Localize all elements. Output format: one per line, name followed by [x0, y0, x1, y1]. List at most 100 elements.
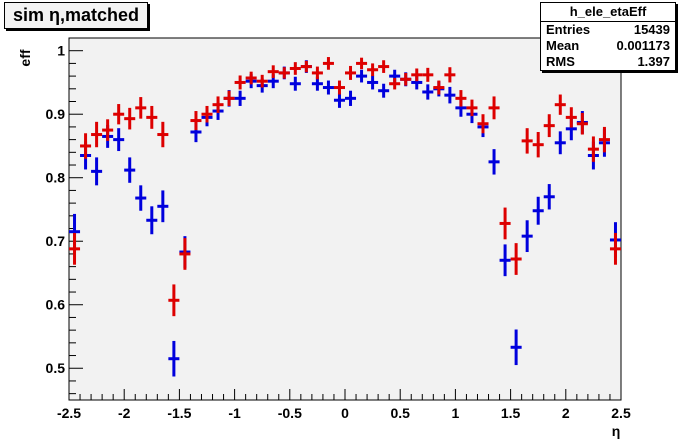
data-point: [565, 107, 577, 128]
data-point: [201, 105, 213, 123]
data-point: [91, 121, 103, 148]
x-tick-label: -2.5: [57, 405, 81, 421]
stats-histogram-name: h_ele_etaEff: [541, 3, 675, 22]
y-axis: 0.5 0.6 0.7 0.8 0.9 1: [46, 37, 83, 395]
data-point: [598, 126, 610, 153]
data-point: [300, 60, 312, 73]
data-point: [532, 196, 544, 225]
data-point: [124, 107, 136, 130]
data-point: [378, 60, 390, 73]
data-point: [190, 111, 202, 131]
data-point: [113, 104, 125, 125]
x-tick-label: 0: [341, 405, 349, 421]
data-point: [256, 74, 268, 88]
y-tick-label: 1: [57, 43, 65, 59]
data-point: [554, 131, 566, 155]
data-point: [609, 232, 621, 265]
data-point: [146, 105, 158, 129]
stats-label: Entries: [546, 22, 591, 37]
stats-row-mean: Mean 0.001173: [541, 38, 675, 54]
data-point: [444, 67, 456, 83]
series-red: [69, 57, 621, 317]
data-point: [278, 67, 290, 79]
stats-value: 0.001173: [616, 38, 670, 53]
data-point: [587, 136, 599, 162]
x-tick-label: 2.5: [611, 405, 631, 421]
data-point: [135, 185, 147, 211]
data-point: [157, 121, 169, 148]
data-point: [532, 131, 544, 158]
data-point: [521, 220, 533, 253]
data-point: [333, 92, 345, 108]
data-point: [510, 329, 522, 366]
data-point: [113, 128, 125, 152]
data-point: [311, 66, 323, 80]
data-point: [91, 157, 103, 186]
x-tick-label: -2: [118, 405, 131, 421]
data-point: [179, 238, 191, 270]
x-axis-title: η: [612, 423, 621, 439]
y-axis-title: eff: [17, 49, 33, 66]
x-tick-label: -0.5: [278, 405, 302, 421]
data-point: [378, 83, 390, 98]
data-point: [499, 207, 511, 240]
stats-label: RMS: [546, 54, 575, 69]
stats-box: h_ele_etaEff Entries 15439 Mean 0.001173…: [540, 2, 676, 71]
data-point: [367, 63, 379, 77]
stats-row-rms: RMS 1.397: [541, 54, 675, 70]
data-point: [135, 97, 147, 119]
data-point: [477, 114, 489, 134]
x-axis: -2.5 -2 -1.5 -1 -0.5 0 0.5 1 1.5 2 2.5: [57, 389, 631, 421]
data-point: [168, 284, 180, 317]
data-point: [543, 114, 555, 138]
data-point: [422, 84, 434, 100]
x-tick-label: -1: [228, 405, 241, 421]
data-point: [466, 99, 478, 117]
y-tick-label: 0.8: [46, 170, 66, 186]
data-point: [411, 68, 423, 82]
data-point: [488, 96, 500, 120]
data-point: [356, 57, 368, 70]
data-point: [356, 69, 368, 83]
y-tick-label: 0.7: [46, 233, 66, 249]
data-point: [322, 57, 334, 70]
data-point: [157, 190, 169, 223]
data-point: [554, 94, 566, 115]
data-point: [345, 65, 357, 80]
x-tick-label: -1.5: [167, 405, 191, 421]
data-point: [124, 157, 136, 183]
data-point: [289, 62, 301, 75]
data-point: [488, 149, 500, 175]
data-point: [433, 80, 445, 95]
y-tick-label: 0.6: [46, 297, 66, 313]
data-point: [543, 184, 555, 210]
data-point: [168, 340, 180, 377]
data-point: [322, 80, 334, 95]
data-point: [289, 76, 301, 91]
stats-value: 15439: [633, 22, 670, 37]
data-point: [212, 96, 224, 113]
data-point: [80, 133, 92, 159]
chart-title: sim η,matched: [4, 2, 149, 29]
stats-label: Mean: [546, 38, 580, 53]
data-point: [367, 75, 379, 90]
series-layer: [69, 57, 621, 377]
data-point: [345, 90, 357, 106]
data-point: [389, 78, 401, 90]
data-point: [422, 67, 434, 82]
data-point: [400, 72, 412, 86]
data-point: [234, 90, 246, 106]
x-tick-label: 1.5: [501, 405, 521, 421]
y-tick-label: 0.5: [46, 360, 66, 376]
data-point: [102, 119, 114, 141]
x-tick-label: 1: [452, 405, 460, 421]
data-point: [223, 90, 235, 106]
stats-row-entries: Entries 15439: [541, 22, 675, 38]
data-point: [444, 86, 456, 104]
x-tick-label: 2: [562, 405, 570, 421]
data-point: [499, 244, 511, 277]
stats-value: 1.397: [637, 54, 670, 69]
y-tick-label: 0.9: [46, 106, 66, 122]
data-point: [576, 112, 588, 135]
